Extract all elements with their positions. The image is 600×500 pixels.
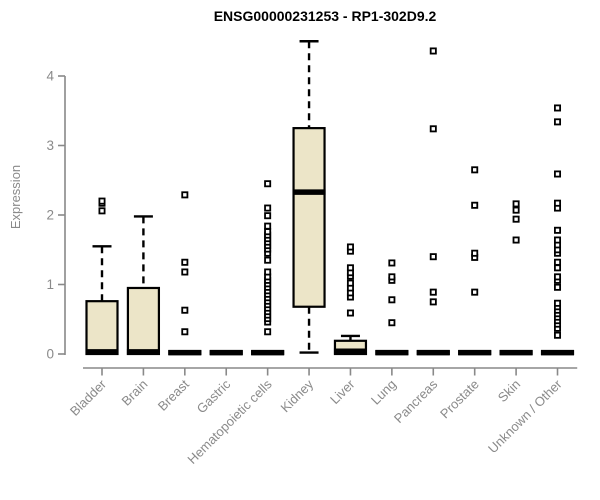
outlier-point [98,197,106,205]
y-tick-label: 0 [46,347,54,362]
outlier-point [181,328,189,336]
x-tick-label: Bladder [67,376,110,419]
y-tick-label: 2 [46,208,54,223]
outlier-point [264,204,272,212]
box-group-prostate [458,166,492,356]
box-group-brain [126,215,161,356]
outlier-point [264,212,272,220]
box-group-skin [499,200,533,356]
outlier-point [264,256,272,264]
outlier-point [264,222,272,230]
x-tick-label: Gastric [194,376,234,416]
outlier-point [512,215,520,223]
box-series [85,40,575,356]
box-group-hematopoietic-cells [251,180,285,356]
outlier-point [512,206,520,214]
outlier-point [554,264,562,272]
box-group-breast [168,191,202,356]
outlier-point [554,118,562,126]
y-axis-title: Expression [8,165,23,229]
outlier-point [181,258,189,266]
outlier-point [429,47,437,55]
outlier-point [388,319,396,327]
outlier-point [429,253,437,261]
x-tick-label: Prostate [437,377,482,422]
outlier-point [388,273,396,281]
box-group-unknown-other [540,104,575,356]
box-group-lung [375,259,409,356]
outlier-point [346,243,354,251]
outlier-point [388,259,396,267]
y-tick-label: 4 [46,69,54,84]
outlier-point [346,309,354,317]
outlier-point [181,268,189,276]
outlier-point [429,298,437,306]
outlier-point [264,328,272,336]
outlier-point [98,207,106,215]
box [85,300,119,356]
outlier-point [512,200,520,208]
outlier-point [554,283,562,291]
chart-title: ENSG00000231253 - RP1-302D9.2 [214,8,437,24]
outlier-point [512,236,520,244]
outlier-point [554,199,562,207]
outlier-point [471,288,479,296]
outlier-point [471,201,479,209]
x-tick-label: Pancreas [391,376,441,426]
outlier-point [264,228,272,236]
x-tick-label: Skin [495,377,523,405]
x-tick-label: Brain [118,377,150,409]
outlier-point [388,296,396,304]
box-group-pancreas [416,47,450,356]
outlier-point [554,331,562,339]
x-tick-label: Liver [327,376,358,407]
outlier-point [346,264,354,272]
box-group-kidney [292,40,326,354]
outlier-point [471,166,479,174]
outlier-point [554,299,562,307]
x-tick-label: Breast [155,376,192,413]
x-tick-label: Kidney [277,376,316,415]
outlier-point [181,191,189,199]
outlier-point [264,180,272,188]
outlier-point [554,170,562,178]
outlier-point [264,268,272,276]
box [126,286,161,356]
outlier-point [554,258,562,266]
outlier-point [429,288,437,296]
outlier-point [429,125,437,133]
outlier-point [554,226,562,234]
outlier-point [181,306,189,314]
outlier-point [554,273,562,281]
x-tick-label: Unknown / Other [485,376,565,456]
y-tick-label: 1 [46,277,54,292]
box-group-liver [333,243,368,356]
y-tick-label: 3 [46,138,54,153]
box-group-gastric [209,349,243,356]
outlier-point [471,249,479,257]
outlier-point [554,104,562,112]
outlier-point [346,279,354,287]
x-tick-label: Lung [368,377,399,408]
box-group-bladder [85,197,119,356]
outlier-point [554,236,562,244]
box [292,127,326,308]
